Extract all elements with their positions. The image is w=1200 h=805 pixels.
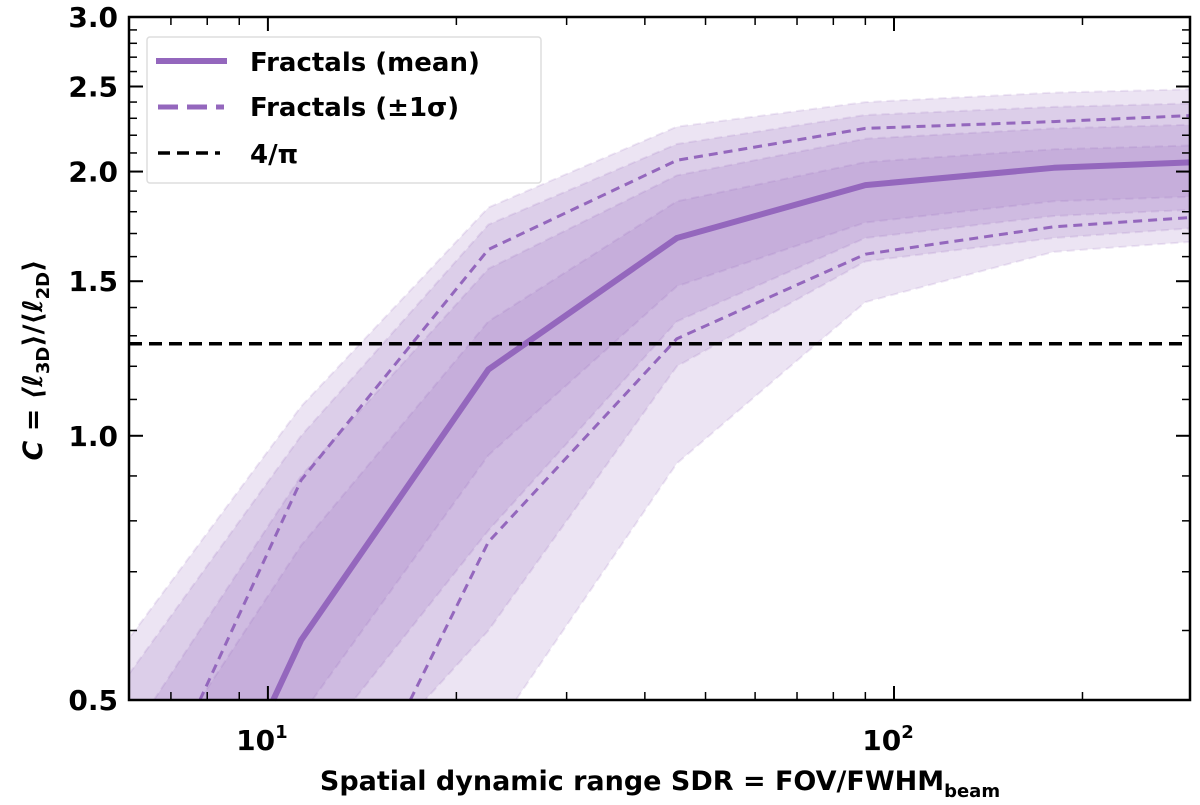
legend-box — [146, 36, 542, 184]
plot-frame — [127, 15, 1192, 702]
y-tick-label: 2.5 — [68, 70, 118, 103]
legend-label-sigma: Fractals (±1σ) — [250, 93, 459, 123]
series-lines — [129, 114, 1191, 702]
sample-band-1 — [128, 102, 1191, 701]
x-tick-exp: 1 — [275, 722, 288, 743]
series-line-2 — [408, 216, 1191, 701]
series-line-0 — [270, 159, 1191, 702]
y-tick-labels: 0.5 1.0 1.5 2.0 2.5 3.0 — [68, 1, 118, 717]
x-tick-label: 101 — [236, 722, 288, 757]
x-tick-base: 10 — [862, 724, 901, 757]
legend: Fractals (mean) Fractals (±1σ) 4/π — [146, 36, 542, 184]
legend-label-4-over-pi: 4/π — [250, 140, 298, 170]
x-tick-base: 10 — [236, 724, 275, 757]
axis-ticks — [128, 16, 1190, 701]
x-axis-label: Spatial dynamic range SDR = FOV/FWHMbeam — [320, 766, 1000, 802]
y-tick-label: 0.5 — [68, 684, 118, 717]
x-tick-label: 102 — [862, 722, 914, 757]
sample-band-0 — [128, 88, 1191, 701]
y-tick-label: 3.0 — [68, 1, 118, 34]
x-tick-labels: 101 102 — [236, 722, 914, 757]
y-tick-label: 2.0 — [68, 156, 118, 189]
series-line-1 — [198, 114, 1191, 701]
x-tick-exp: 2 — [901, 722, 914, 743]
y-axis-label: C = ⟨ℓ3D⟩/⟨ℓ2D⟩ — [18, 260, 54, 461]
y-tick-label: 1.0 — [68, 420, 118, 453]
y-tick-label: 1.5 — [68, 265, 118, 298]
legend-label-mean: Fractals (mean) — [250, 48, 480, 78]
